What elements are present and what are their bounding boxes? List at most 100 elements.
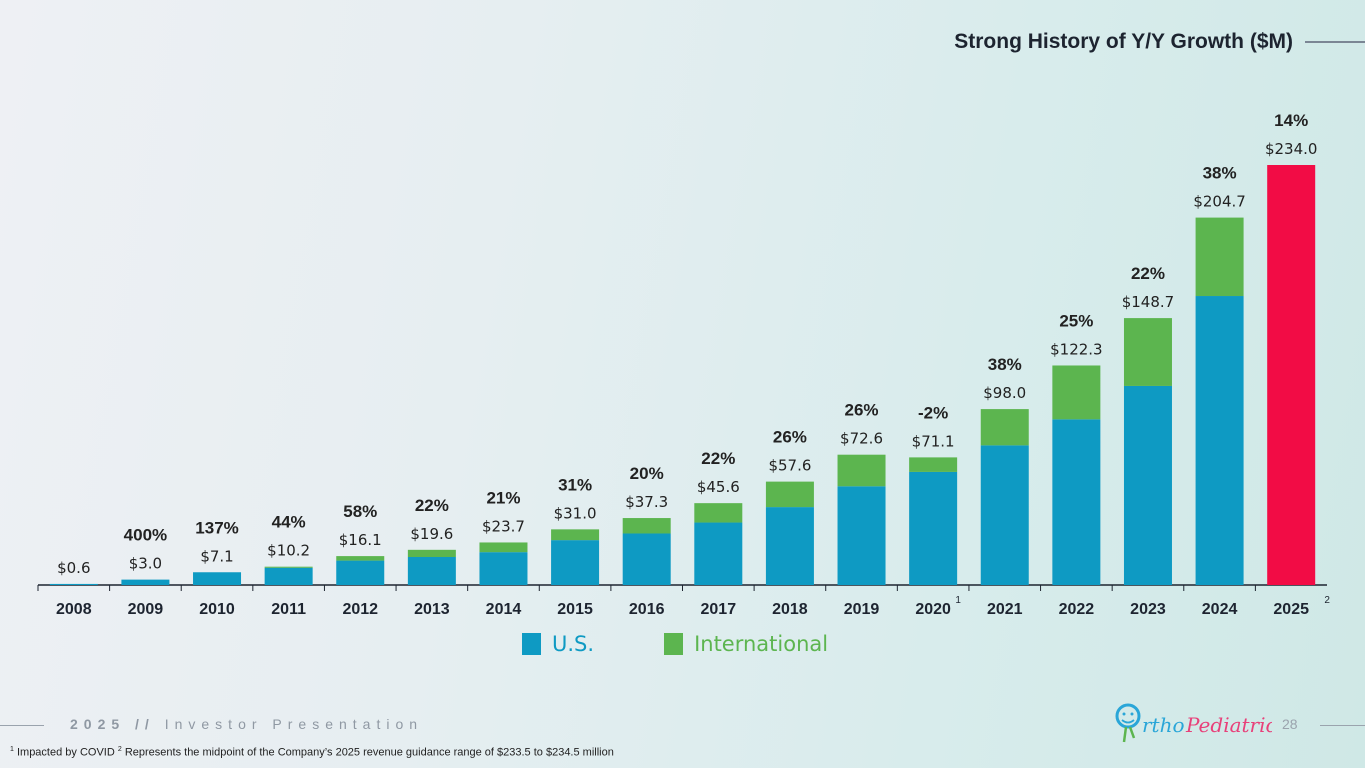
bar-us-2011 — [264, 567, 313, 585]
bar-us-2020 — [909, 471, 958, 585]
bar-us-2021 — [980, 445, 1029, 585]
bar-international-2018 — [765, 481, 814, 508]
chart-legend: U.S. International — [522, 632, 898, 656]
bar-us-2010 — [193, 572, 242, 585]
footnote-1: Impacted by COVID — [16, 746, 115, 759]
value-label: $72.6 — [840, 430, 883, 448]
growth-label: 400% — [124, 526, 167, 545]
footer-separator: // — [135, 716, 155, 732]
bar-international-2014 — [479, 542, 528, 553]
bar-international-2023 — [1123, 318, 1172, 386]
bar-us-2018 — [765, 507, 814, 585]
bar-international-2015 — [551, 529, 600, 541]
footnote-2: Represents the midpoint of the Company’s… — [124, 746, 614, 759]
footer-presentation-label: Investor Presentation — [164, 716, 424, 732]
bar-us-2009 — [121, 579, 170, 585]
growth-label: 38% — [1203, 164, 1237, 183]
svg-text:Pediatricz: Pediatricz — [1185, 713, 1272, 737]
legend-swatch-international — [664, 633, 684, 655]
bar-international-2013 — [407, 549, 456, 557]
value-label: $3.0 — [129, 555, 162, 573]
legend-label-us: U.S. — [552, 632, 595, 656]
growth-label: 21% — [486, 488, 520, 507]
category-label: 2024 — [1202, 601, 1238, 618]
value-label: $148.7 — [1122, 293, 1175, 311]
growth-label: 25% — [1059, 311, 1093, 330]
category-label: 2013 — [414, 601, 450, 618]
legend-label-international: International — [694, 632, 829, 656]
value-label: $10.2 — [267, 542, 310, 560]
category-label: 2021 — [987, 601, 1023, 618]
value-label: $31.0 — [554, 504, 597, 522]
bar-us-2013 — [407, 557, 456, 585]
footer-year: 2025 — [70, 716, 126, 732]
bar-international-2022 — [1052, 365, 1101, 420]
bar-us-2014 — [479, 552, 528, 585]
growth-label: 22% — [415, 496, 449, 515]
value-label: $98.0 — [983, 384, 1026, 402]
bar-us-2025 — [1267, 165, 1316, 585]
svg-text:rtho: rtho — [1142, 713, 1185, 737]
value-label: $204.7 — [1193, 193, 1246, 211]
value-label: $23.7 — [482, 517, 525, 535]
footnotes: 1 Impacted by COVID 2 Represents the mid… — [10, 746, 614, 759]
growth-label: 58% — [343, 502, 377, 521]
revenue-bar-chart: $0.6 2008 $3.0 400% 2009 $7.1 137% 2010 $10.2 44%… — [37, 111, 1330, 618]
category-label: 2022 — [1059, 601, 1095, 618]
bar-us-2024 — [1195, 296, 1244, 585]
bar-international-2021 — [980, 409, 1029, 446]
page-number: 28 — [1282, 716, 1298, 732]
category-label: 2018 — [772, 601, 808, 618]
growth-label: 44% — [272, 513, 306, 532]
value-label: $71.1 — [912, 432, 955, 450]
footnote-2-mark: 2 — [117, 746, 122, 753]
category-label: 2009 — [128, 601, 164, 618]
growth-label: -2% — [918, 403, 948, 422]
value-label: $37.3 — [625, 493, 668, 511]
value-label: $45.6 — [697, 478, 740, 496]
value-label: $234.0 — [1265, 140, 1318, 158]
value-label: $7.1 — [200, 547, 233, 565]
bar-us-2023 — [1123, 385, 1172, 585]
bar-international-2017 — [694, 503, 743, 523]
growth-label: 26% — [845, 401, 879, 420]
bar-us-2012 — [336, 560, 385, 585]
title-rule — [1305, 41, 1365, 43]
value-label: $0.6 — [57, 559, 90, 577]
growth-label: 22% — [1131, 264, 1165, 283]
category-label: 2008 — [56, 601, 92, 618]
category-label: 2019 — [844, 601, 880, 618]
legend-item-us: U.S. — [522, 632, 594, 656]
bar-us-2015 — [551, 540, 600, 585]
bar-international-2016 — [622, 518, 671, 534]
category-label: 2025 — [1273, 601, 1309, 618]
footnote-1-mark: 1 — [10, 746, 14, 753]
value-label: $19.6 — [410, 525, 453, 543]
category-label: 2011 — [271, 601, 306, 618]
category-label: 2023 — [1130, 601, 1166, 618]
growth-label: 38% — [988, 355, 1022, 374]
chart-title-wrap: Strong History of Y/Y Growth ($M) — [954, 30, 1365, 54]
bar-us-2016 — [622, 533, 671, 585]
category-label: 2020 — [915, 601, 951, 618]
bar-international-2012 — [336, 556, 385, 561]
growth-label: 26% — [773, 428, 807, 447]
growth-label: 22% — [701, 449, 735, 468]
footer-rule-right — [1320, 725, 1365, 726]
category-label: 2014 — [486, 601, 522, 618]
footer-rule-left — [0, 725, 44, 726]
footer-label: 2025 // Investor Presentation — [70, 716, 423, 732]
growth-label: 14% — [1274, 111, 1308, 130]
bar-us-2022 — [1052, 419, 1101, 585]
category-label: 2015 — [557, 601, 593, 618]
category-label: 2012 — [342, 601, 378, 618]
growth-label: 137% — [195, 518, 238, 537]
legend-item-international: International — [664, 632, 828, 656]
orthopediatrics-logo: rtho Pediatricz — [1115, 703, 1272, 743]
legend-swatch-us — [522, 633, 541, 655]
bar-international-2020 — [909, 457, 958, 472]
bar-us-2008 — [49, 583, 98, 585]
chart-title: Strong History of Y/Y Growth ($M) — [954, 30, 1293, 53]
bar-international-2011 — [264, 566, 313, 568]
bar-international-2024 — [1195, 217, 1244, 297]
